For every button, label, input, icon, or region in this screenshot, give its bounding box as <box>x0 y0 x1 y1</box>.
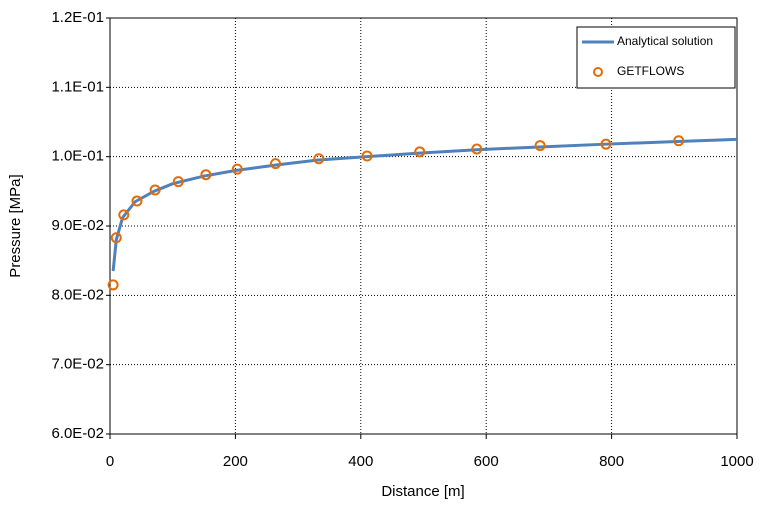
x-tick-label: 1000 <box>720 453 753 470</box>
data-point <box>118 209 130 221</box>
x-tick-label: 800 <box>599 453 624 470</box>
data-point <box>471 143 483 155</box>
data-point <box>600 138 612 150</box>
data-point <box>131 195 143 207</box>
legend-swatch <box>593 67 603 77</box>
y-axis-label: Pressure [MPa] <box>7 174 24 277</box>
y-tick-label: 7.0E-02 <box>51 356 104 373</box>
data-point <box>149 184 161 196</box>
data-point <box>534 140 546 152</box>
x-tick-label: 200 <box>223 453 248 470</box>
y-tick-label: 8.0E-02 <box>51 286 104 303</box>
data-point <box>414 146 426 158</box>
data-point <box>270 158 282 170</box>
y-tick-label: 1.0E-01 <box>51 148 104 165</box>
data-point <box>107 279 119 291</box>
legend-box <box>576 26 736 89</box>
y-tick-label: 1.2E-01 <box>51 9 104 26</box>
y-tick-label: 6.0E-02 <box>51 425 104 442</box>
data-point <box>361 150 373 162</box>
x-tick-label: 600 <box>474 453 499 470</box>
y-tick-label: 1.1E-01 <box>51 78 104 95</box>
data-point <box>313 153 325 165</box>
x-axis-label: Distance [m] <box>381 483 464 500</box>
x-tick-label: 400 <box>348 453 373 470</box>
x-tick-label: 0 <box>106 453 114 470</box>
data-point <box>231 163 243 175</box>
plot-border <box>109 17 738 435</box>
data-point <box>110 232 122 244</box>
series-line <box>111 137 738 272</box>
data-point <box>673 135 685 147</box>
legend-label: Analytical solution <box>617 34 713 48</box>
legend-label: GETFLOWS <box>617 64 684 78</box>
data-point <box>172 176 184 188</box>
legend: Analytical solution GETFLOWS <box>576 26 736 89</box>
y-tick-label: 9.0E-02 <box>51 217 104 234</box>
data-point <box>200 169 212 181</box>
